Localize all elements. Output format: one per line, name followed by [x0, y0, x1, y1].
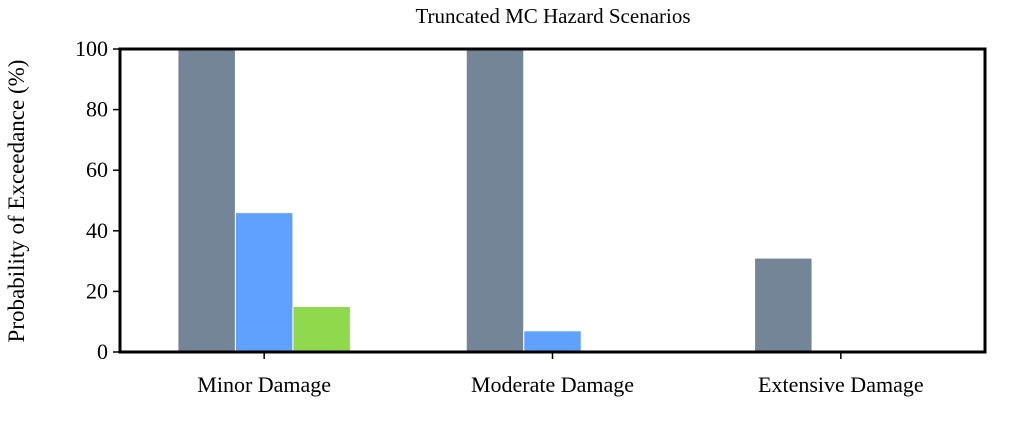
x-category-label: Extensive Damage — [758, 372, 924, 397]
x-category-label: Minor Damage — [197, 372, 331, 397]
bar-1-extensive-damage — [754, 257, 813, 353]
bars-group — [177, 48, 813, 353]
y-tick-label: 60 — [86, 157, 108, 182]
y-tick-label: 20 — [86, 278, 108, 303]
y-tick-label: 80 — [86, 97, 108, 122]
bar-2-minor-damage — [234, 212, 294, 353]
bar-3-minor-damage — [292, 306, 351, 353]
bar-1-moderate-damage — [465, 48, 525, 353]
x-axis: Minor Damage Moderate Damage Extensive Dam… — [197, 352, 924, 397]
bar-1-minor-damage — [177, 48, 236, 353]
y-tick-label: 40 — [86, 218, 108, 243]
x-category-label: Moderate Damage — [471, 372, 634, 397]
y-axis-label: Probability of Exceedance (%) — [4, 60, 29, 343]
y-tick-label: 100 — [75, 36, 108, 61]
chart-title: Truncated MC Hazard Scenarios — [415, 4, 690, 28]
y-tick-label: 0 — [97, 339, 108, 364]
y-axis: 0 20 40 60 80 100 — [75, 36, 120, 364]
bar-2-moderate-damage — [523, 330, 582, 353]
